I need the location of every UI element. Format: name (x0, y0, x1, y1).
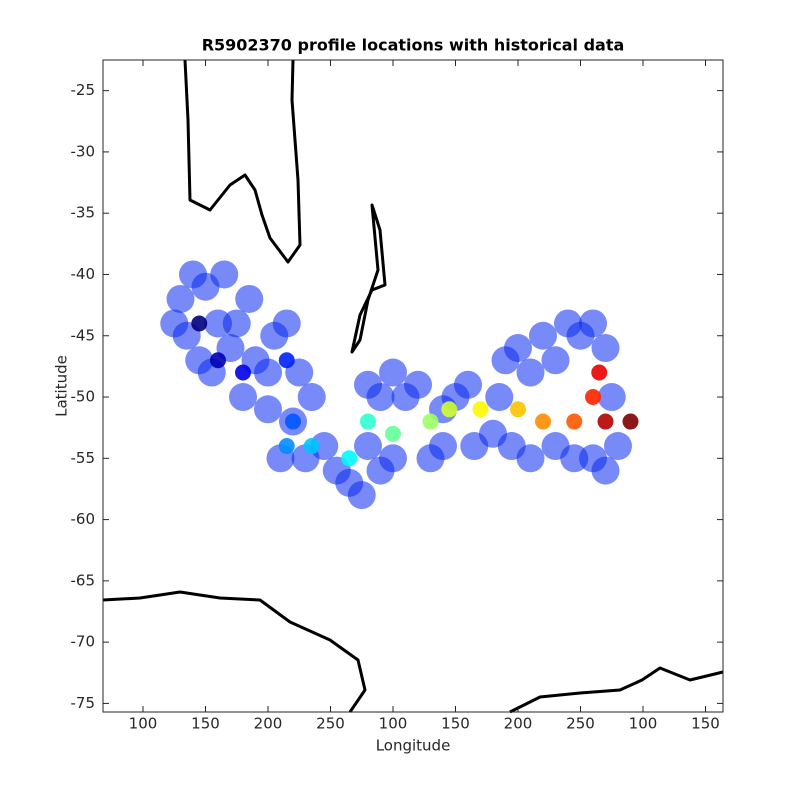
y-tick-label: -35 (71, 204, 96, 222)
profile-point (210, 352, 226, 369)
profile-point (566, 413, 583, 430)
historical-point (541, 432, 570, 461)
historical-point (516, 358, 545, 387)
y-tick-label: -65 (71, 571, 96, 589)
historical-point (354, 432, 382, 461)
historical-point (160, 309, 189, 338)
profile-point (385, 425, 401, 442)
profile-point (422, 413, 439, 430)
x-tick-label: 200 (504, 715, 533, 733)
x-tick-label: 250 (566, 715, 595, 733)
profile-point (278, 438, 295, 455)
coastline (509, 666, 724, 714)
historical-point (235, 284, 264, 313)
profile-point (441, 401, 458, 418)
historical-point (604, 432, 632, 461)
historical-point (485, 383, 514, 412)
profile-point (278, 352, 295, 369)
historical-point (504, 334, 532, 363)
profile-point (360, 413, 376, 430)
historical-point (597, 383, 626, 412)
x-tick-label: 100 (379, 715, 408, 733)
historical-point (404, 370, 432, 399)
historical-point (297, 383, 326, 412)
chart-title: R5902370 profile locations with historic… (202, 36, 625, 55)
profile-point (622, 413, 639, 430)
y-tick-label: -40 (71, 265, 96, 283)
historical-point (529, 321, 557, 350)
y-tick-label: -60 (71, 510, 96, 528)
historical-point (579, 309, 607, 338)
historical-point (366, 456, 395, 485)
y-tick-label: -50 (71, 388, 96, 406)
coastline (350, 203, 387, 354)
historical-point (497, 432, 526, 461)
y-tick-label: -30 (71, 142, 96, 160)
profile-point (235, 364, 251, 381)
coastline (183, 59, 302, 264)
x-tick-label: 200 (254, 715, 283, 733)
x-tick-label: 150 (441, 715, 470, 733)
y-tick-label: -45 (71, 326, 96, 344)
historical-point (272, 309, 301, 338)
profile-point (585, 389, 601, 406)
x-tick-label: 100 (129, 715, 158, 733)
profile-point (472, 401, 489, 418)
x-tick-label: 250 (316, 715, 345, 733)
profile-point (303, 438, 320, 455)
historical-point (222, 309, 251, 338)
profile-point (341, 450, 358, 467)
marks (160, 260, 639, 510)
y-axis-label: Latitude (53, 355, 71, 417)
historical-point (347, 481, 376, 510)
historical-point (591, 334, 620, 363)
historical-point (254, 358, 282, 387)
historical-point (166, 284, 195, 313)
historical-point (254, 395, 282, 424)
historical-point (229, 383, 257, 412)
historical-point (185, 346, 214, 375)
historical-point (310, 432, 339, 461)
y-tick-label: -25 (71, 81, 96, 99)
y-tick-label: -70 (71, 633, 96, 651)
y-tick-label: -55 (71, 449, 96, 467)
profile-point (191, 315, 208, 332)
coastline (102, 590, 367, 713)
profile-point (591, 364, 608, 381)
x-tick-label: 150 (691, 715, 720, 733)
historical-point (541, 346, 570, 375)
profile-point (510, 401, 526, 418)
profile-point (597, 413, 614, 430)
x-tick-label: 150 (191, 715, 220, 733)
historical-point (454, 370, 482, 399)
historical-point (429, 432, 457, 461)
historical-point (366, 383, 395, 412)
y-tick-label: -75 (71, 694, 96, 712)
profile-point (535, 413, 551, 430)
historical-point (210, 260, 239, 289)
x-tick-label: 100 (629, 715, 658, 733)
historical-point (379, 358, 407, 387)
profile-point (285, 413, 301, 430)
x-axis-label: Longitude (376, 737, 451, 755)
coastlines (102, 59, 724, 714)
plot-frame (102, 59, 724, 713)
